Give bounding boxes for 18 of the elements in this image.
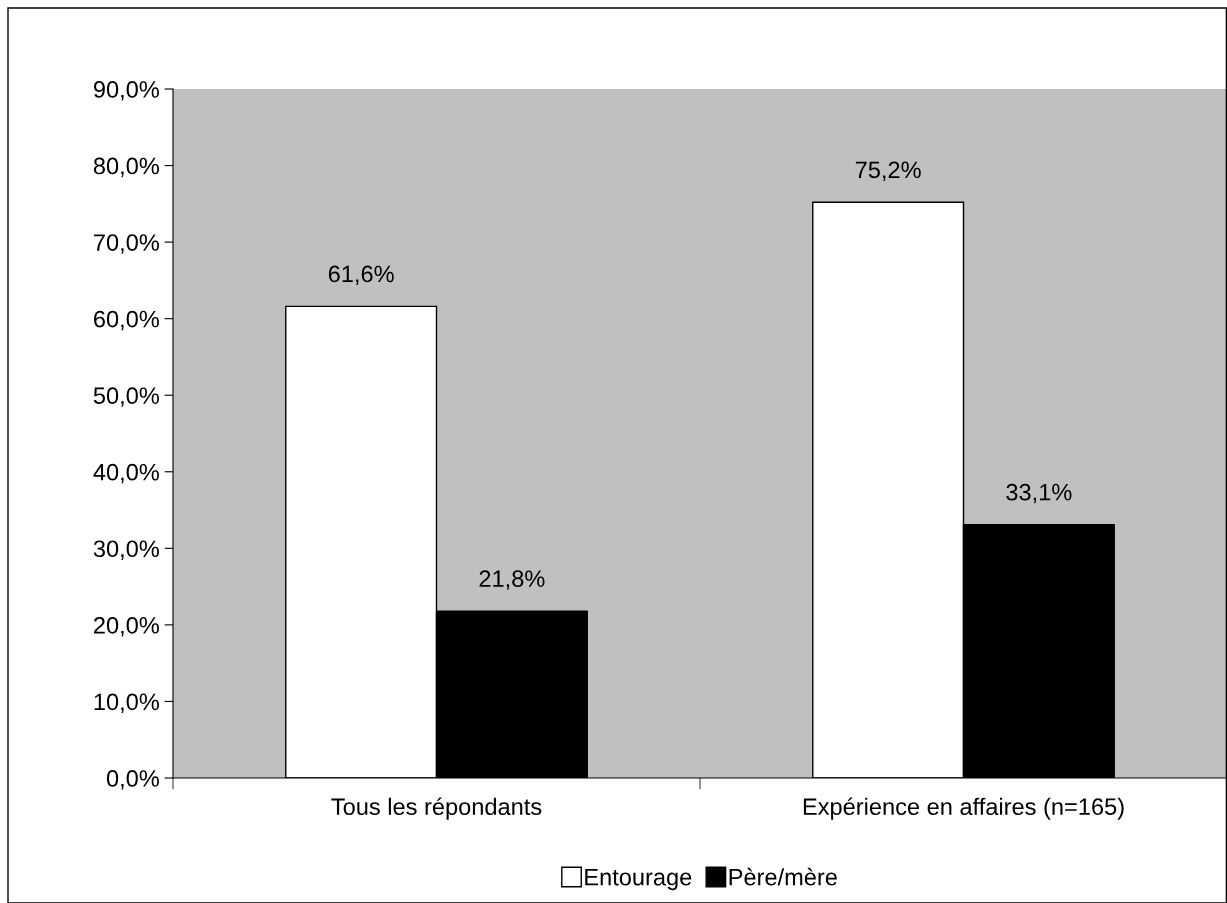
legend-label: Entourage (585, 869, 692, 891)
x-tick-label: Expérience en affaires (n=165) (803, 797, 1124, 820)
y-tick-label: 30,0% (93, 540, 159, 560)
y-tick-label: 60,0% (94, 310, 159, 331)
x-tick-label: Tous les répondants (331, 797, 542, 820)
y-tick-label: 40,0% (93, 463, 159, 484)
data-label: 61,6% (328, 265, 394, 286)
data-label: 21,8% (479, 570, 545, 590)
y-tick-label: 80,0% (93, 157, 159, 178)
y-tick-label: 90,0% (93, 81, 159, 101)
y-tick-label: 70,0% (94, 234, 159, 254)
y-tick-label: 0,0% (106, 770, 159, 790)
legend-label: Père/mère (729, 867, 837, 886)
y-tick-label: 50,0% (93, 387, 159, 407)
y-tick-label: 20,0% (94, 616, 159, 637)
y-tick-label: 10,0% (94, 693, 159, 714)
data-label: 75,2% (855, 161, 921, 181)
data-label: 33,1% (1006, 483, 1072, 504)
